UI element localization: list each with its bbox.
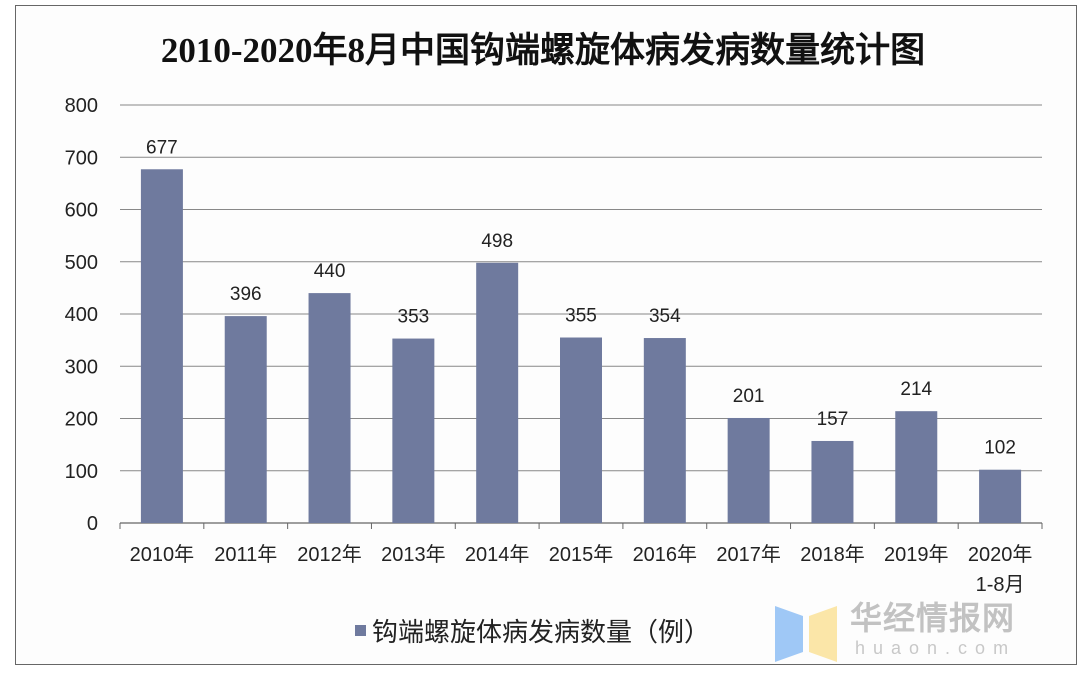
x-tick-label: 2012年 (297, 543, 362, 566)
data-label: 677 (146, 137, 178, 158)
watermark-url: huaon.com (855, 638, 1017, 658)
bar (643, 338, 686, 523)
y-tick-label: 0 (87, 513, 98, 535)
data-label: 440 (314, 261, 346, 282)
x-tick-label: 2014年 (465, 543, 530, 566)
bar (979, 469, 1022, 523)
bar (140, 169, 183, 523)
y-tick-label: 200 (65, 409, 98, 431)
watermark-text: 华经情报网 (850, 600, 1016, 636)
bar (224, 316, 267, 523)
data-label: 157 (817, 409, 849, 430)
chart-frame (15, 5, 1077, 665)
data-label: 201 (733, 386, 765, 407)
bar (308, 293, 351, 523)
legend: 钩端螺旋体病发病数量（例） (355, 612, 710, 649)
x-tick-label: 2017年 (716, 543, 781, 566)
x-tick-label: 2019年 (884, 543, 949, 566)
x-tick-label: 2015年 (549, 543, 614, 566)
y-tick-label: 400 (65, 304, 98, 326)
y-tick-label: 700 (65, 147, 98, 169)
watermark-logo-icon (775, 606, 837, 662)
bar (727, 417, 770, 523)
y-tick-label: 100 (65, 461, 98, 483)
bar (392, 338, 435, 523)
chart-title: 2010-2020年8月中国钩端螺旋体病发病数量统计图 (160, 31, 926, 70)
bar (560, 337, 602, 523)
data-label: 355 (565, 306, 597, 327)
y-tick-label: 600 (65, 200, 98, 222)
x-tick-label: 2013年 (381, 543, 446, 566)
y-tick-label: 800 (65, 95, 98, 117)
x-tick-label: 2010年 (130, 543, 195, 566)
data-label: 214 (900, 379, 932, 400)
x-tick-label: 2016年 (633, 543, 698, 566)
legend-swatch (355, 625, 366, 636)
bar (476, 262, 519, 523)
data-label: 354 (649, 306, 681, 327)
x-tick-label: 1-8月 (976, 574, 1025, 596)
data-label: 396 (230, 284, 262, 305)
data-label: 102 (984, 438, 1016, 459)
legend-label: 钩端螺旋体病发病数量（例） (372, 617, 711, 647)
y-tick-label: 300 (65, 356, 98, 378)
x-tick-label: 2018年 (800, 543, 865, 566)
data-label: 498 (481, 231, 513, 252)
bar (811, 440, 854, 523)
y-tick-label: 500 (65, 252, 98, 274)
data-label: 353 (398, 307, 430, 328)
x-tick-label: 2011年 (214, 543, 277, 566)
bar (895, 411, 938, 523)
x-tick-label: 2020年 (968, 543, 1033, 566)
